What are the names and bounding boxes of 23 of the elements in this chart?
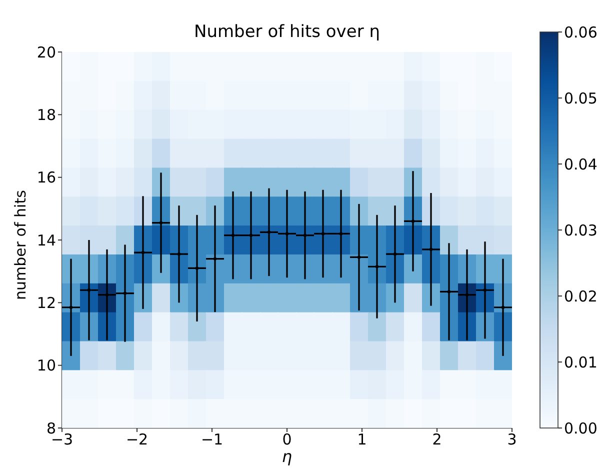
color-bar-label: 0.03 [564, 221, 598, 240]
color-bar-label: 0.04 [564, 155, 598, 174]
y-tick-label: 10 [36, 356, 56, 375]
x-tick-label: 3 [507, 430, 517, 449]
y-tick-label: 14 [36, 231, 56, 250]
y-tick-label: 16 [36, 168, 56, 187]
x-tick-label: −1 [200, 430, 224, 449]
chart-title: Number of hits over η [193, 22, 381, 42]
x-tick-label: −2 [126, 430, 148, 449]
x-tick-label: 1 [357, 430, 367, 449]
color-bar-label: 0.06 [564, 23, 598, 42]
x-tick-label: 2 [432, 430, 442, 449]
color-bar-label: 0.05 [564, 89, 598, 108]
x-tick-label: 0 [282, 430, 292, 449]
color-bar-label: 0.00 [564, 419, 598, 438]
y-tick-label: 20 [36, 43, 56, 62]
y-tick-label: 12 [36, 294, 56, 312]
y-axis-title: number of hits [11, 190, 30, 300]
color-bar-label: 0.02 [564, 287, 598, 306]
y-tick-label: 18 [36, 106, 56, 124]
color-bar-label: 0.01 [564, 353, 598, 372]
y-tick-label: 8 [46, 419, 56, 438]
x-axis-title: η [282, 447, 292, 466]
